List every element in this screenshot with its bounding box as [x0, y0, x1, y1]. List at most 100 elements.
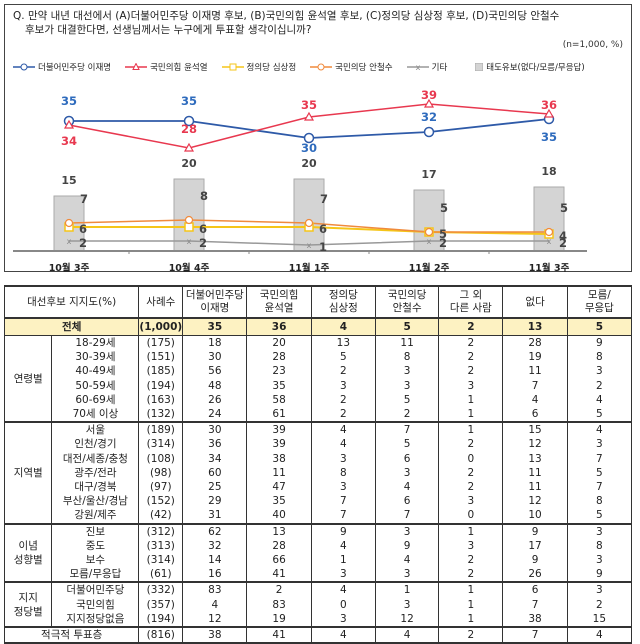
sample-size: (163): [138, 392, 184, 408]
svg-text:2: 2: [559, 236, 567, 250]
svg-text:35: 35: [301, 98, 317, 112]
value-cell: 4: [310, 317, 376, 336]
value-cell: 66: [246, 553, 312, 568]
value-cell: 7: [502, 597, 568, 612]
value-cell: 56: [182, 364, 248, 379]
table-row-total: 전체 (1,000) 35 36 4 5 2 13 5: [3, 317, 633, 336]
value-cell: 5: [566, 317, 633, 336]
row-label: 더불어민주당: [51, 581, 140, 598]
value-cell: 9: [310, 522, 376, 539]
support-table: 대선후보 지지도(%) 사례수 더불어민주당 이재명 국민의힘 윤석열 정의당 심상정…: [3, 285, 633, 644]
value-cell: 28: [246, 538, 312, 554]
value-cell: 9: [566, 335, 633, 351]
value-cell: 6: [374, 451, 440, 466]
ahn-marker: [304, 218, 314, 228]
ahn-marker: [544, 227, 554, 237]
sample-size: (108): [138, 451, 184, 466]
svg-text:20: 20: [181, 157, 197, 170]
table-row: 지지정당없음 (194) 12 19 3 12 1 38 15: [5, 611, 633, 628]
table-row: 이념 성향별 진보 (312) 62 13 9 3 1 9 3: [3, 522, 633, 583]
table-row: 국민의힘 (357) 4 83 0 3 1 7 2: [5, 597, 633, 612]
svg-text:x: x: [427, 237, 432, 246]
value-cell: 40: [246, 508, 312, 524]
value-cell: 1: [438, 597, 504, 612]
value-cell: 58: [246, 392, 312, 408]
svg-text:5: 5: [440, 201, 448, 215]
value-cell: 3: [438, 538, 504, 554]
sample-size: (151): [138, 350, 184, 365]
lee-marker: [423, 126, 435, 138]
yoon-marker: [303, 111, 315, 121]
table-row: 부산/울산/경남 (152) 29 35 7 6 3 12 8: [5, 494, 633, 509]
value-cell: 15: [502, 421, 568, 438]
svg-text:5: 5: [560, 201, 568, 215]
undecided-bar: [173, 178, 205, 252]
value-cell: 5: [566, 407, 633, 423]
value-cell: 36: [182, 437, 248, 452]
header-yoon: 국민의힘 윤석열: [246, 285, 312, 318]
svg-text:x: x: [187, 237, 192, 246]
header-sim: 정의당 심상정: [310, 285, 376, 318]
value-cell: 83: [182, 581, 248, 598]
question-line-2: 후보가 대결한다면, 선생님께서는 누구에게 투표할 생각이십니까?: [25, 24, 312, 36]
value-cell: 25: [182, 480, 248, 495]
value-cell: 29: [182, 494, 248, 509]
value-cell: 1: [374, 581, 440, 598]
row-label: 전체: [3, 317, 140, 336]
value-cell: 2: [438, 553, 504, 568]
svg-text:15: 15: [61, 174, 76, 187]
svg-text:34: 34: [61, 134, 77, 148]
value-cell: 23: [246, 364, 312, 379]
row-label: 적극적 투표층: [3, 626, 140, 644]
value-cell: 35: [182, 317, 248, 336]
value-cell: 15: [566, 611, 633, 628]
value-cell: 20: [246, 335, 312, 351]
value-cell: 4: [374, 553, 440, 568]
value-cell: 41: [246, 567, 312, 583]
value-cell: 12: [502, 437, 568, 452]
value-cell: 47: [246, 480, 312, 495]
value-cell: 7: [374, 421, 440, 438]
table-row: 연령별 18-29세 (175) 18 20 13 11 2 28 9: [3, 335, 633, 423]
value-cell: 2: [310, 407, 376, 423]
yoon-marker: [183, 142, 195, 152]
svg-text:32: 32: [421, 110, 437, 124]
value-cell: 13: [310, 335, 376, 351]
value-cell: 7: [310, 508, 376, 524]
value-cell: 9: [566, 567, 633, 583]
value-cell: 14: [182, 553, 248, 568]
value-cell: 2: [310, 364, 376, 379]
value-cell: 4: [310, 437, 376, 452]
row-label: 보수: [51, 553, 140, 568]
value-cell: 3: [374, 378, 440, 393]
value-cell: 6: [502, 581, 568, 598]
table-row: 70세 이상 (132) 24 61 2 2 1 6 5: [5, 407, 633, 423]
legend-item-ahn: 국민의당 안철수: [310, 61, 393, 73]
svg-text:x: x: [307, 241, 312, 250]
value-cell: 9: [374, 538, 440, 554]
value-cell: 3: [566, 364, 633, 379]
svg-text:17: 17: [421, 168, 436, 181]
value-cell: 5: [310, 350, 376, 365]
value-cell: 3: [438, 378, 504, 393]
value-cell: 60: [182, 465, 248, 481]
group-label: 이념 성향별: [3, 522, 53, 583]
value-cell: 83: [246, 597, 312, 612]
value-cell: 3: [566, 553, 633, 568]
value-cell: 2: [438, 465, 504, 481]
lee-marker: [303, 132, 315, 144]
x-tick-label: 11월 3주: [529, 262, 570, 273]
sample-size: (357): [138, 597, 184, 612]
svg-text:7: 7: [320, 192, 328, 206]
value-cell: 3: [566, 581, 633, 598]
value-cell: 4: [310, 421, 376, 438]
legend-bar-swatch-icon: [475, 63, 484, 71]
row-label: 중도: [51, 538, 140, 554]
value-cell: 1: [438, 421, 504, 438]
legend-item-lee: 더불어민주당 이재명: [13, 61, 111, 73]
table-row: 60-69세 (163) 26 58 2 5 1 4 4: [5, 392, 633, 408]
row-label: 대구/경북: [51, 480, 140, 495]
sample-size: (175): [138, 335, 184, 351]
row-label: 70세 이상: [51, 407, 140, 423]
yoon-marker: [543, 108, 555, 118]
